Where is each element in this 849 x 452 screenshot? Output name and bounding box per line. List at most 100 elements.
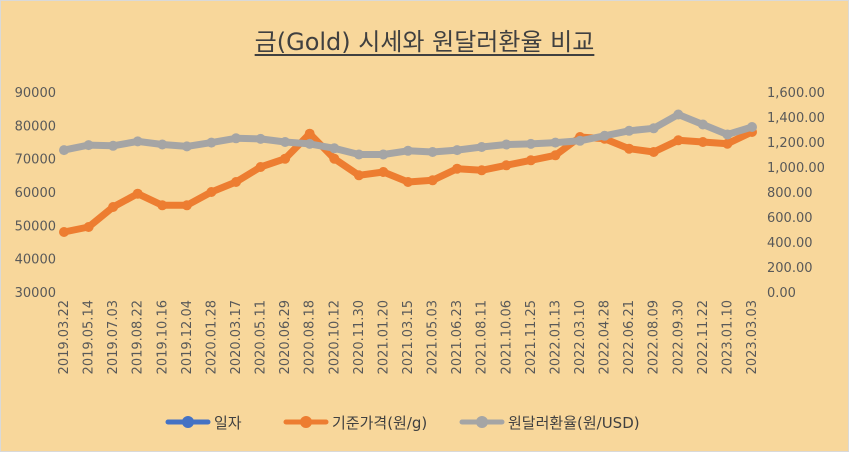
series-2-point	[550, 137, 561, 148]
x-tick-label: 2022.01.13	[548, 300, 563, 374]
series-2-point	[206, 137, 217, 148]
x-tick-label: 2020.06.29	[278, 300, 293, 374]
series-1-point	[624, 143, 635, 154]
x-tick-label: 2022.04.28	[598, 300, 613, 374]
x-tick-label: 2023.03.03	[745, 300, 760, 374]
series-2-point	[575, 135, 585, 146]
series-1-point	[525, 155, 536, 166]
y-left-tick-label: 40000	[15, 253, 56, 268]
legend-marker-1	[300, 416, 312, 428]
x-tick-label: 2021.11.25	[524, 300, 539, 374]
x-tick-label: 2022.08.09	[647, 300, 662, 374]
series-2-point	[599, 130, 610, 141]
series-1-point	[378, 167, 389, 177]
series-1-point	[255, 162, 266, 172]
y-left-tick-label: 80000	[15, 119, 56, 134]
series-1-point	[648, 147, 659, 157]
y-right-tick-label: 600.00	[767, 211, 813, 226]
series-2-point	[697, 119, 708, 130]
series-2-point	[231, 133, 241, 144]
y-right-tick-label: 1,000.00	[767, 161, 825, 176]
series-1-point	[206, 187, 217, 197]
series-1-point	[132, 188, 143, 199]
series-2-point	[353, 149, 364, 160]
series-2-point	[181, 141, 192, 152]
y-right-tick-label: 1,200.00	[767, 136, 825, 151]
series-1-point	[108, 202, 119, 212]
series-2-point	[157, 139, 168, 150]
series-1-point	[280, 153, 291, 164]
series-1-point	[501, 160, 512, 171]
x-tick-label: 2020.11.30	[352, 300, 367, 374]
series-2-point	[304, 138, 315, 149]
legend-marker-2	[476, 416, 488, 428]
series-2-point	[59, 145, 69, 156]
series-2-point	[108, 140, 119, 151]
x-tick-label: 2019.08.22	[131, 300, 146, 374]
y-right-tick-label: 400.00	[767, 236, 813, 251]
y-right-tick-label: 200.00	[767, 261, 813, 276]
x-tick-label: 2019.07.03	[106, 300, 121, 374]
series-1-point	[83, 222, 94, 232]
x-tick-label: 2021.05.03	[426, 300, 441, 374]
x-tick-label: 2019.03.22	[57, 300, 72, 374]
series-2-point	[132, 136, 143, 147]
x-tick-label: 2021.08.11	[475, 300, 490, 374]
series-1-point	[181, 200, 192, 211]
legend-label-2: 원달러환율(원/USD)	[508, 414, 640, 432]
series-2-point	[452, 145, 463, 156]
x-tick-label: 2022.11.22	[696, 300, 711, 374]
series-1-point	[59, 227, 69, 237]
series-2-point	[648, 123, 659, 134]
series-2-point	[403, 145, 413, 156]
series-1-point	[427, 175, 438, 186]
y-left-tick-label: 50000	[15, 219, 56, 234]
series-1-point	[403, 177, 413, 187]
series-1-point	[157, 200, 168, 211]
series-2-point	[427, 147, 438, 157]
y-right-tick-label: 1,600.00	[767, 86, 825, 101]
series-2-point	[476, 142, 487, 152]
y-left-tick-label: 60000	[15, 186, 56, 201]
x-tick-label: 2020.03.17	[229, 300, 244, 374]
x-tick-label: 2021.10.06	[499, 300, 514, 374]
series-1-point	[673, 135, 684, 146]
x-tick-label: 2022.03.10	[573, 300, 588, 374]
series-1-point	[304, 128, 315, 139]
series-1-point	[353, 170, 364, 181]
series-1-point	[329, 153, 340, 164]
series-2-point	[525, 138, 536, 149]
x-tick-label: 2021.01.20	[376, 300, 391, 374]
x-tick-label: 2019.10.16	[155, 300, 170, 374]
x-tick-label: 2020.01.28	[204, 300, 219, 374]
series-2-point	[747, 122, 757, 132]
x-tick-label: 2021.03.15	[401, 300, 416, 374]
x-tick-label: 2020.08.18	[303, 300, 318, 374]
series-1-point	[476, 165, 487, 176]
legend-marker-0	[182, 416, 194, 428]
series-1-point	[697, 137, 708, 147]
y-left-tick-label: 70000	[15, 153, 56, 168]
series-1-point	[231, 177, 241, 187]
series-1-point	[722, 138, 733, 149]
x-tick-label: 2020.05.11	[254, 300, 269, 374]
series-2-point	[624, 125, 635, 136]
legend-label-1: 기준가격(원/g)	[332, 414, 427, 432]
x-tick-label: 2022.06.21	[622, 300, 637, 374]
series-2-point	[255, 133, 266, 144]
series-2-point	[329, 143, 340, 154]
y-left-tick-label: 30000	[15, 286, 56, 301]
y-left-tick-label: 90000	[15, 86, 56, 101]
y-right-tick-label: 1,400.00	[767, 111, 825, 126]
series-1-point	[550, 150, 561, 161]
series-2-point	[501, 139, 512, 150]
series-2-point	[673, 109, 684, 120]
series-2-point	[378, 149, 389, 160]
x-tick-label: 2019.05.14	[82, 300, 97, 374]
y-right-tick-label: 800.00	[767, 186, 813, 201]
x-tick-label: 2023.01.10	[720, 300, 735, 374]
y-right-tick-label: 0.00	[767, 286, 796, 301]
x-tick-label: 2021.06.23	[450, 300, 465, 374]
